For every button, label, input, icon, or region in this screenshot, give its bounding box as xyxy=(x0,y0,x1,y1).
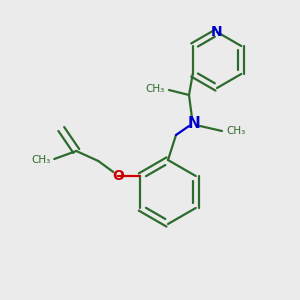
Text: O: O xyxy=(112,169,124,183)
Text: N: N xyxy=(211,25,223,39)
Text: CH₃: CH₃ xyxy=(31,155,50,165)
Text: CH₃: CH₃ xyxy=(146,84,165,94)
Text: CH₃: CH₃ xyxy=(226,126,245,136)
Text: N: N xyxy=(188,116,200,130)
